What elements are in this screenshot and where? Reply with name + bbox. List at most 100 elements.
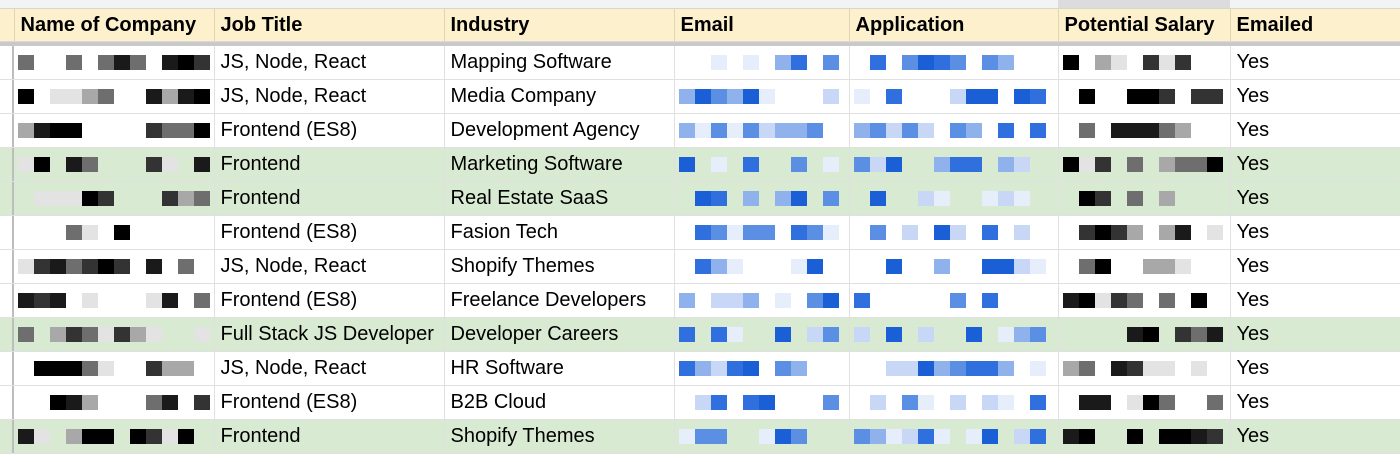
application-cell-redacted[interactable] <box>849 181 1059 216</box>
email-cell-redacted[interactable] <box>674 79 850 114</box>
application-cell-redacted[interactable] <box>849 317 1059 352</box>
company-cell-redacted[interactable] <box>14 113 215 148</box>
job-title-cell[interactable]: Frontend (ES8) <box>214 283 445 318</box>
email-cell-redacted[interactable] <box>674 419 850 454</box>
emailed-cell[interactable]: Yes <box>1230 79 1400 114</box>
salary-cell-redacted[interactable] <box>1058 46 1231 80</box>
company-cell-redacted[interactable] <box>14 385 215 420</box>
header-industry[interactable]: Industry <box>444 9 675 42</box>
job-title-cell[interactable]: JS, Node, React <box>214 249 445 284</box>
email-cell-redacted[interactable] <box>674 283 850 318</box>
application-cell-redacted[interactable] <box>849 147 1059 182</box>
industry-cell[interactable]: HR Software <box>444 351 675 386</box>
emailed-cell[interactable]: Yes <box>1230 385 1400 420</box>
table-row[interactable]: JS, Node, React HR Software Yes <box>0 351 1400 386</box>
industry-cell[interactable]: Fasion Tech <box>444 215 675 250</box>
table-row[interactable]: Frontend Real Estate SaaS Yes <box>0 181 1400 216</box>
email-cell-redacted[interactable] <box>674 215 850 250</box>
industry-cell[interactable]: Shopify Themes <box>444 419 675 454</box>
header-emailed[interactable]: Emailed <box>1230 9 1400 42</box>
application-cell-redacted[interactable] <box>849 215 1059 250</box>
job-title-cell[interactable]: JS, Node, React <box>214 46 445 80</box>
salary-cell-redacted[interactable] <box>1058 317 1231 352</box>
emailed-cell[interactable]: Yes <box>1230 113 1400 148</box>
application-cell-redacted[interactable] <box>849 249 1059 284</box>
header-email[interactable]: Email <box>674 9 850 42</box>
job-title-cell[interactable]: Frontend (ES8) <box>214 215 445 250</box>
table-row[interactable]: Frontend (ES8) Freelance Developers Yes <box>0 283 1400 318</box>
table-row[interactable]: JS, Node, React Shopify Themes Yes <box>0 249 1400 284</box>
company-cell-redacted[interactable] <box>14 317 215 352</box>
company-cell-redacted[interactable] <box>14 79 215 114</box>
header-job-title[interactable]: Job Title <box>214 9 445 42</box>
salary-cell-redacted[interactable] <box>1058 385 1231 420</box>
industry-cell[interactable]: B2B Cloud <box>444 385 675 420</box>
job-title-cell[interactable]: Frontend <box>214 147 445 182</box>
company-cell-redacted[interactable] <box>14 249 215 284</box>
table-row[interactable]: JS, Node, React Mapping Software Yes <box>0 46 1400 80</box>
email-cell-redacted[interactable] <box>674 181 850 216</box>
industry-cell[interactable]: Mapping Software <box>444 46 675 80</box>
company-cell-redacted[interactable] <box>14 419 215 454</box>
industry-cell[interactable]: Real Estate SaaS <box>444 181 675 216</box>
table-row[interactable]: Frontend Marketing Software Yes <box>0 147 1400 182</box>
job-title-cell[interactable]: Frontend <box>214 419 445 454</box>
salary-cell-redacted[interactable] <box>1058 79 1231 114</box>
salary-cell-redacted[interactable] <box>1058 147 1231 182</box>
company-cell-redacted[interactable] <box>14 351 215 386</box>
salary-cell-redacted[interactable] <box>1058 113 1231 148</box>
job-title-cell[interactable]: Frontend (ES8) <box>214 385 445 420</box>
job-title-cell[interactable]: JS, Node, React <box>214 351 445 386</box>
company-cell-redacted[interactable] <box>14 283 215 318</box>
application-cell-redacted[interactable] <box>849 113 1059 148</box>
company-cell-redacted[interactable] <box>14 215 215 250</box>
application-cell-redacted[interactable] <box>849 419 1059 454</box>
salary-cell-redacted[interactable] <box>1058 249 1231 284</box>
email-cell-redacted[interactable] <box>674 147 850 182</box>
salary-cell-redacted[interactable] <box>1058 351 1231 386</box>
industry-cell[interactable]: Marketing Software <box>444 147 675 182</box>
job-title-cell[interactable]: JS, Node, React <box>214 79 445 114</box>
job-title-cell[interactable]: Frontend (ES8) <box>214 113 445 148</box>
table-row[interactable]: Frontend (ES8) Fasion Tech Yes <box>0 215 1400 250</box>
emailed-cell[interactable]: Yes <box>1230 46 1400 80</box>
emailed-cell[interactable]: Yes <box>1230 351 1400 386</box>
emailed-cell[interactable]: Yes <box>1230 249 1400 284</box>
table-row[interactable]: Frontend (ES8) B2B Cloud Yes <box>0 385 1400 420</box>
company-cell-redacted[interactable] <box>14 147 215 182</box>
industry-cell[interactable]: Shopify Themes <box>444 249 675 284</box>
job-title-cell[interactable]: Frontend <box>214 181 445 216</box>
application-cell-redacted[interactable] <box>849 385 1059 420</box>
salary-cell-redacted[interactable] <box>1058 283 1231 318</box>
header-application[interactable]: Application <box>849 9 1059 42</box>
application-cell-redacted[interactable] <box>849 46 1059 80</box>
industry-cell[interactable]: Development Agency <box>444 113 675 148</box>
emailed-cell[interactable]: Yes <box>1230 317 1400 352</box>
emailed-cell[interactable]: Yes <box>1230 419 1400 454</box>
industry-cell[interactable]: Media Company <box>444 79 675 114</box>
application-cell-redacted[interactable] <box>849 283 1059 318</box>
email-cell-redacted[interactable] <box>674 113 850 148</box>
email-cell-redacted[interactable] <box>674 385 850 420</box>
email-cell-redacted[interactable] <box>674 351 850 386</box>
table-row[interactable]: JS, Node, React Media Company Yes <box>0 79 1400 114</box>
salary-cell-redacted[interactable] <box>1058 419 1231 454</box>
table-row[interactable]: Full Stack JS Developer Developer Careers… <box>0 317 1400 352</box>
industry-cell[interactable]: Developer Careers <box>444 317 675 352</box>
header-company[interactable]: Name of Company <box>14 9 215 42</box>
emailed-cell[interactable]: Yes <box>1230 283 1400 318</box>
table-row[interactable]: Frontend Shopify Themes Yes <box>0 419 1400 454</box>
table-row[interactable]: Frontend (ES8) Development Agency Yes <box>0 113 1400 148</box>
company-cell-redacted[interactable] <box>14 181 215 216</box>
emailed-cell[interactable]: Yes <box>1230 147 1400 182</box>
email-cell-redacted[interactable] <box>674 317 850 352</box>
emailed-cell[interactable]: Yes <box>1230 215 1400 250</box>
industry-cell[interactable]: Freelance Developers <box>444 283 675 318</box>
application-cell-redacted[interactable] <box>849 79 1059 114</box>
emailed-cell[interactable]: Yes <box>1230 181 1400 216</box>
header-potential-salary[interactable]: Potential Salary <box>1058 9 1231 42</box>
salary-cell-redacted[interactable] <box>1058 181 1231 216</box>
application-cell-redacted[interactable] <box>849 351 1059 386</box>
email-cell-redacted[interactable] <box>674 46 850 80</box>
salary-cell-redacted[interactable] <box>1058 215 1231 250</box>
